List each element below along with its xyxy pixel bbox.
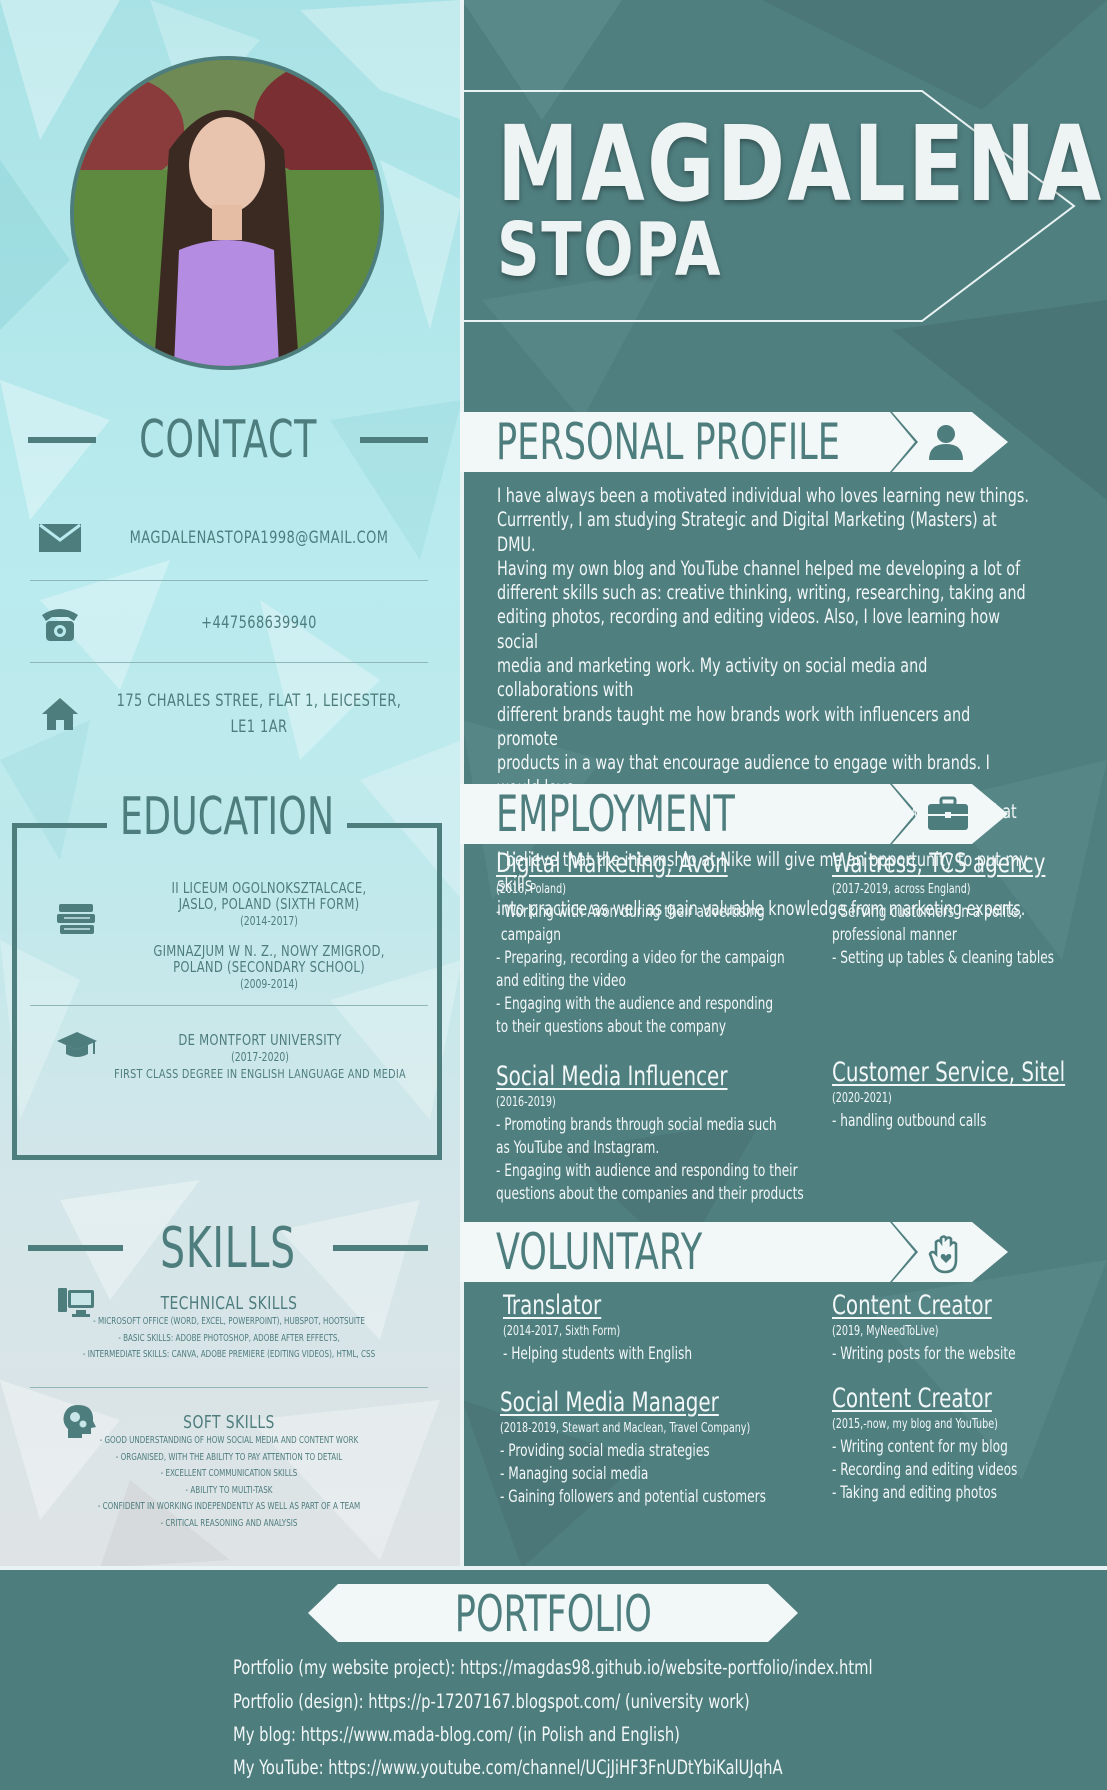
contact-address-row: 175 CHARLES STREE, FLAT 1, LEICESTER, LE… bbox=[30, 688, 428, 740]
computer-icon bbox=[56, 1286, 96, 1324]
profile-photo bbox=[70, 56, 384, 370]
employment-title: EMPLOYMENT bbox=[496, 785, 735, 843]
telephone-icon bbox=[30, 603, 90, 643]
job-avon: Digital Marketing, Avon (2016, Poland) -… bbox=[496, 848, 785, 1036]
school-2: GIMNAZJUM W N. Z., NOWY ZMIGROD, POLAND … bbox=[153, 942, 385, 991]
portfolio-link-youtube[interactable]: My YouTube: https://www.youtube.com/chan… bbox=[233, 1756, 783, 1779]
home-icon bbox=[30, 694, 90, 734]
vol-content-creator-1: Content Creator (2019, MyNeedToLive) - W… bbox=[832, 1290, 1016, 1363]
head-gears-icon bbox=[60, 1403, 96, 1443]
address-line-1: 175 CHARLES STREE, FLAT 1, LEICESTER, bbox=[116, 691, 402, 711]
books-icon bbox=[56, 902, 98, 940]
education-divider bbox=[30, 1005, 428, 1006]
technical-skills: TECHNICAL SKILLS - MICROSOFT OFFICE (WOR… bbox=[82, 1293, 376, 1360]
portfolio-link-website[interactable]: Portfolio (my website project): https://… bbox=[233, 1656, 873, 1679]
graduation-cap-icon bbox=[56, 1030, 98, 1064]
vol-content-creator-2: Content Creator (2015,-now, my blog and … bbox=[832, 1383, 1018, 1502]
education-title: EDUCATION bbox=[119, 787, 335, 847]
voluntary-title: VOLUNTARY bbox=[496, 1223, 703, 1281]
soft-skills: SOFT SKILLS - GOOD UNDERSTANDING OF HOW … bbox=[97, 1412, 361, 1529]
portfolio-link-blog[interactable]: My blog: https://www.mada-blog.com/ (in … bbox=[233, 1723, 680, 1746]
contact-email-row: MAGDALENASTOPA1998@GMAIL.COM bbox=[30, 518, 428, 558]
contact-title: CONTACT bbox=[138, 410, 318, 470]
profile-title: PERSONAL PROFILE bbox=[496, 413, 840, 471]
hand-heart-icon bbox=[926, 1234, 966, 1274]
employment-banner: EMPLOYMENT bbox=[460, 784, 1020, 844]
person-icon bbox=[926, 424, 966, 460]
profile-banner: PERSONAL PROFILE bbox=[460, 412, 1020, 472]
briefcase-icon bbox=[926, 796, 968, 832]
skills-divider bbox=[30, 1387, 428, 1388]
name-arrow-frame bbox=[462, 90, 1076, 322]
portfolio-title: PORTFOLIO bbox=[454, 1585, 652, 1643]
school-1: II LICEUM OGOLNOKSZTALCACE, JASLO, POLAN… bbox=[171, 879, 367, 928]
education-frame bbox=[12, 823, 442, 1160]
job-tcs: Waitress, TCS agency (2017-2019, across … bbox=[832, 848, 1055, 967]
contact-email[interactable]: MAGDALENASTOPA1998@GMAIL.COM bbox=[129, 528, 389, 548]
vol-social-media-manager: Social Media Manager (2018-2019, Stewart… bbox=[500, 1387, 766, 1506]
vol-translator: Translator (2014-2017, Sixth Form) - Hel… bbox=[503, 1290, 693, 1363]
job-sitel: Customer Service, Sitel (2020-2021) - ha… bbox=[832, 1057, 1066, 1130]
footer-divider bbox=[0, 1566, 1107, 1570]
contact-heading: CONTACT bbox=[28, 410, 428, 470]
portfolio-banner bbox=[308, 1584, 798, 1642]
contact-divider bbox=[30, 662, 428, 663]
contact-address: 175 CHARLES STREE, FLAT 1, LEICESTER, LE… bbox=[115, 688, 402, 740]
portfolio-link-design[interactable]: Portfolio (design): https://p-17207167.b… bbox=[233, 1690, 750, 1713]
last-name: STOPA bbox=[497, 207, 723, 293]
contact-divider bbox=[30, 580, 428, 581]
right-background-pattern bbox=[462, 0, 1107, 1568]
skills-heading: SKILLS bbox=[28, 1215, 429, 1281]
job-influencer: Social Media Influencer (2016-2019) - Pr… bbox=[496, 1061, 804, 1203]
contact-phone-row: +447568639940 bbox=[30, 603, 428, 643]
first-name: MAGDALENA bbox=[497, 103, 1104, 225]
skills-title: SKILLS bbox=[160, 1215, 296, 1281]
contact-phone[interactable]: +447568639940 bbox=[201, 613, 317, 633]
university: DE MONTFORT UNIVERSITY (2017-2020) FIRST… bbox=[114, 1031, 406, 1081]
envelope-icon bbox=[30, 518, 90, 558]
voluntary-banner: VOLUNTARY bbox=[460, 1222, 1020, 1282]
left-background-pattern bbox=[0, 0, 462, 1568]
address-line-2: LE1 1AR bbox=[230, 717, 288, 737]
